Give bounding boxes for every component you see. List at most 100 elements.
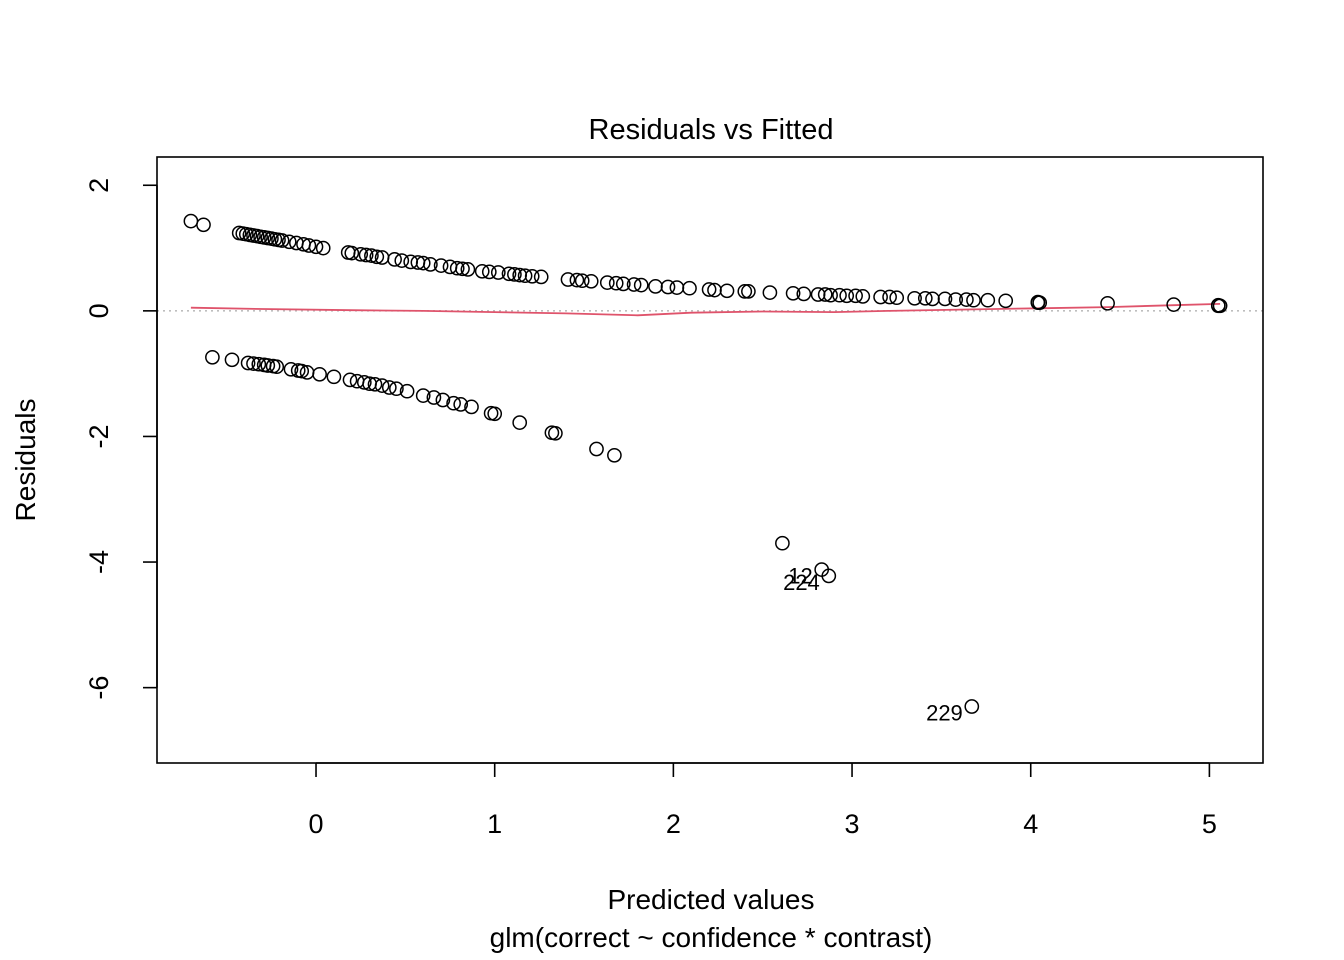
residual-point — [399, 383, 415, 399]
residual-point — [533, 269, 549, 285]
residual-point — [426, 390, 442, 405]
outlier-label: 12 — [788, 564, 812, 589]
residual-point — [224, 352, 240, 368]
y-axis-title: Residuals — [10, 399, 41, 522]
residual-point — [574, 273, 590, 289]
residual-point — [274, 233, 290, 248]
y-tick-label: 0 — [84, 303, 114, 318]
smooth-line — [190, 303, 1221, 317]
residual-point — [240, 355, 256, 371]
y-tick-label: -6 — [84, 676, 114, 700]
residual-point — [796, 286, 812, 302]
residual-point — [501, 266, 517, 282]
residual-point — [583, 273, 599, 289]
residual-point — [615, 276, 631, 292]
residual-point — [889, 290, 905, 306]
x-tick-label: 4 — [1023, 809, 1038, 839]
residual-point — [446, 395, 461, 411]
residual-point — [775, 535, 790, 551]
residual-point — [1212, 298, 1228, 314]
residual-point — [823, 287, 838, 303]
residual-point — [269, 359, 285, 375]
residual-point — [821, 568, 837, 584]
residual-point — [490, 265, 506, 280]
residual-point — [660, 279, 676, 295]
residual-point — [364, 248, 379, 263]
chart-title: Residuals vs Fitted — [589, 114, 834, 146]
residual-point — [633, 277, 649, 293]
residual-point — [569, 272, 585, 288]
residual-point — [648, 279, 663, 294]
residual-point — [260, 358, 276, 373]
residual-point — [308, 239, 324, 255]
residual-point — [283, 361, 299, 377]
x-axis-title: Predicted values — [607, 884, 814, 915]
residual-point — [481, 264, 497, 280]
residual-point — [381, 380, 397, 395]
residual-point — [737, 284, 753, 299]
y-axis: -6 -4 -2 0 2 — [84, 178, 158, 700]
residual-point — [882, 289, 897, 305]
residual-point — [607, 447, 622, 463]
residual-point — [464, 399, 479, 415]
residual-point — [367, 376, 383, 392]
residual-point — [839, 288, 855, 304]
residual-point — [959, 292, 974, 307]
residual-point — [315, 240, 331, 256]
residual-point — [415, 255, 431, 271]
points-layer — [183, 213, 1228, 714]
residual-point — [353, 246, 369, 262]
residual-point — [762, 285, 778, 300]
residual-point — [460, 262, 476, 277]
residual-point — [548, 425, 563, 441]
residual-point — [183, 213, 199, 229]
residual-point — [1100, 295, 1115, 311]
residual-point — [312, 366, 327, 382]
residual-point — [474, 263, 490, 279]
outlier-label: 229 — [926, 701, 963, 726]
residual-point — [423, 257, 438, 272]
residual-point — [342, 372, 358, 388]
residual-point — [608, 275, 624, 291]
smooth-line-layer — [190, 303, 1221, 317]
residual-point — [246, 356, 261, 371]
residual-point — [205, 349, 220, 365]
residual-point — [281, 234, 297, 250]
residual-point — [964, 699, 980, 714]
residual-point — [344, 245, 360, 261]
residual-point — [294, 363, 310, 379]
residual-point — [817, 287, 833, 302]
residual-point — [358, 247, 374, 263]
residual-point — [356, 375, 372, 390]
residual-point — [980, 292, 996, 308]
residual-point — [1166, 297, 1182, 312]
residual-point — [701, 282, 717, 297]
residual-point — [917, 290, 933, 306]
y-tick-label: 2 — [84, 178, 114, 193]
outlier-label: 224 — [783, 570, 820, 595]
residual-point — [626, 277, 642, 292]
residual-point — [907, 290, 922, 306]
residual-point — [394, 253, 410, 268]
y-tick-label: -2 — [84, 424, 114, 448]
x-tick-label: 3 — [845, 809, 860, 839]
residual-point — [301, 238, 317, 253]
residual-point — [599, 275, 615, 290]
residual-point — [998, 293, 1014, 309]
residual-point — [512, 415, 528, 430]
residual-point — [433, 258, 449, 273]
residual-point — [719, 283, 735, 299]
residual-point — [741, 284, 756, 299]
residual-point — [326, 369, 342, 385]
residual-point — [785, 285, 801, 301]
x-tick-label: 1 — [487, 809, 502, 839]
residual-point — [855, 289, 871, 304]
residual-point — [560, 272, 576, 287]
residual-point — [449, 260, 465, 276]
residual-point — [387, 252, 402, 267]
residual-point — [369, 249, 385, 265]
residual-point — [517, 268, 533, 284]
residual-point — [1032, 295, 1048, 311]
